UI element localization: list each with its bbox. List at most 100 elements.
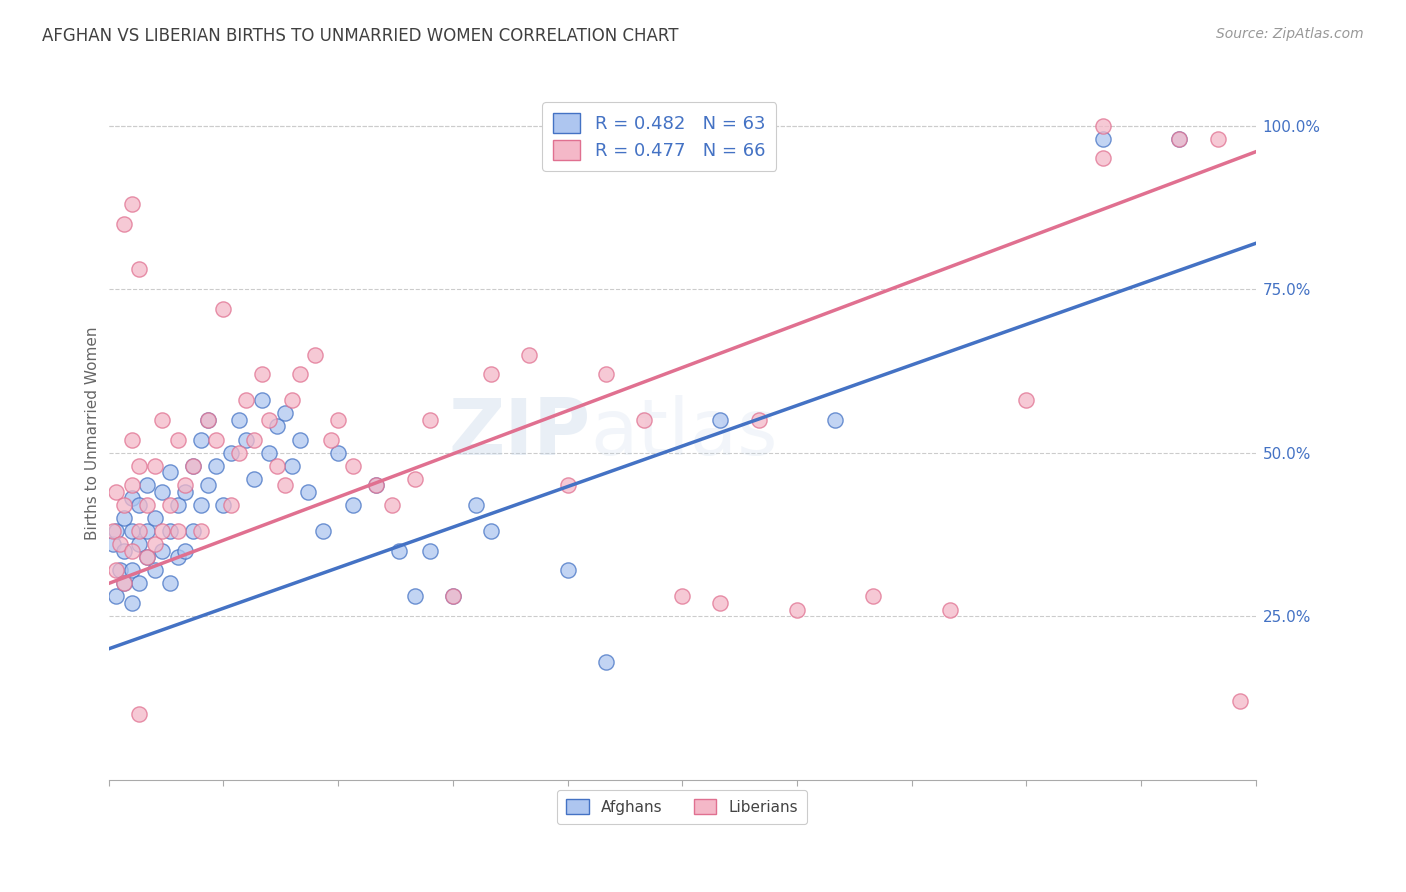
Point [595,655,617,669]
Point [150,524,173,538]
Point [709,596,731,610]
Point [441,590,464,604]
Point [1206,131,1229,145]
Point [250,393,273,408]
Point [404,590,426,604]
Point [136,498,159,512]
Point [112,511,135,525]
Point [112,576,135,591]
Point [479,524,502,538]
Point [121,433,143,447]
Point [197,413,219,427]
Point [212,301,235,316]
Point [121,543,143,558]
Point [128,707,150,722]
Point [1091,131,1114,145]
Point [939,602,962,616]
Point [190,524,212,538]
Point [128,498,150,512]
Point [150,484,173,499]
Point [143,511,166,525]
Point [181,458,204,473]
Point [205,458,228,473]
Point [181,458,204,473]
Point [136,550,159,565]
Point [366,478,388,492]
Point [862,590,884,604]
Point [297,484,319,499]
Point [166,524,188,538]
Point [166,433,188,447]
Point [219,445,242,459]
Point [166,550,188,565]
Point [197,413,219,427]
Point [786,602,808,616]
Point [1168,131,1191,145]
Point [121,563,143,577]
Point [112,543,135,558]
Point [121,197,143,211]
Point [128,576,150,591]
Point [479,367,502,381]
Point [259,445,281,459]
Point [112,217,135,231]
Point [159,465,181,479]
Point [143,458,166,473]
Point [136,478,159,492]
Point [190,498,212,512]
Point [824,413,846,427]
Point [281,458,304,473]
Point [219,498,242,512]
Point [136,550,159,565]
Point [121,491,143,506]
Point [366,478,388,492]
Point [197,478,219,492]
Point [709,413,731,427]
Point [105,524,128,538]
Point [1091,119,1114,133]
Point [128,537,150,551]
Point [112,498,135,512]
Point [557,478,579,492]
Point [288,367,311,381]
Point [1168,131,1191,145]
Point [671,590,693,604]
Point [181,524,204,538]
Point [174,478,197,492]
Point [110,537,132,551]
Point [136,524,159,538]
Point [1229,694,1251,708]
Point [1091,151,1114,165]
Text: AFGHAN VS LIBERIAN BIRTHS TO UNMARRIED WOMEN CORRELATION CHART: AFGHAN VS LIBERIAN BIRTHS TO UNMARRIED W… [42,27,679,45]
Text: ZIP: ZIP [449,395,591,471]
Point [121,524,143,538]
Point [404,472,426,486]
Point [235,433,257,447]
Point [128,458,150,473]
Point [121,478,143,492]
Point [235,393,257,408]
Point [319,433,342,447]
Point [143,537,166,551]
Point [328,413,350,427]
Point [273,406,295,420]
Y-axis label: Births to Unmarried Women: Births to Unmarried Women [86,326,100,540]
Point [190,433,212,447]
Point [281,393,304,408]
Point [266,419,288,434]
Point [266,458,288,473]
Point [1015,393,1038,408]
Point [243,433,266,447]
Point [128,524,150,538]
Point [273,478,295,492]
Point [105,563,128,577]
Point [312,524,335,538]
Point [748,413,770,427]
Point [174,484,197,499]
Point [121,596,143,610]
Point [595,367,617,381]
Point [159,576,181,591]
Point [110,563,132,577]
Point [166,498,188,512]
Point [381,498,404,512]
